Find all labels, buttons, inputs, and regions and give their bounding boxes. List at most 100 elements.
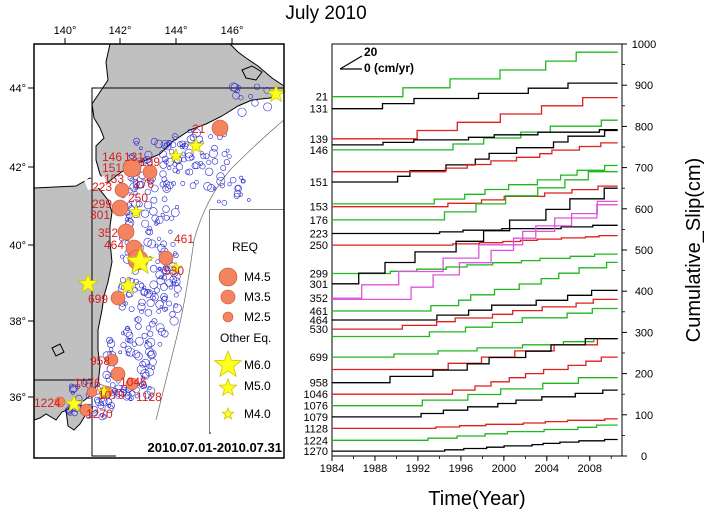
req-circle <box>142 164 158 180</box>
series-label: 146 <box>310 145 328 157</box>
small-earthquake-circle <box>223 159 230 166</box>
small-earthquake-circle <box>140 369 150 379</box>
small-earthquake-circle <box>235 185 241 191</box>
req-circle <box>105 353 119 367</box>
req-label: 250 <box>128 191 148 205</box>
small-earthquake-circle <box>120 342 127 349</box>
series-label: 151 <box>310 177 328 189</box>
legend-req-m25-label: M2.5 <box>244 310 271 324</box>
series-label: 1224 <box>304 435 328 447</box>
small-earthquake-circle <box>142 371 150 380</box>
small-earthquake-circle <box>171 281 176 286</box>
small-earthquake-circle <box>123 301 128 306</box>
small-earthquake-circle <box>172 251 178 256</box>
small-earthquake-circle <box>149 265 158 273</box>
small-earthquake-circle <box>148 395 153 400</box>
small-earthquake-circle <box>127 217 133 223</box>
req-circle <box>86 386 98 398</box>
tsugaru-strait-gap <box>84 176 108 190</box>
req-label: 146 <box>102 150 122 164</box>
small-earthquake-circle <box>146 325 152 331</box>
legend-star <box>221 406 235 420</box>
req-label: 131 <box>124 150 144 164</box>
slip-series-line <box>332 307 618 338</box>
legend-other-m5-label: M5.0 <box>244 379 271 393</box>
scale-bar-slope <box>339 55 363 70</box>
y-axis-title: Cumulative_Slip(cm) <box>683 158 705 343</box>
small-earthquake-circle <box>162 205 170 213</box>
small-earthquake-circle <box>118 350 122 355</box>
small-earthquake-circle <box>203 153 210 160</box>
lat-tick-label: 44° <box>9 83 26 95</box>
small-earthquake-circle <box>184 148 194 158</box>
legend-star <box>218 377 238 397</box>
kuril-trench-line <box>193 119 285 241</box>
small-earthquake-circle <box>161 269 168 275</box>
slip-series-line <box>332 438 618 452</box>
small-earthquake-circle <box>151 365 156 370</box>
small-earthquake-circle <box>206 159 212 165</box>
slip-series-line <box>332 261 618 312</box>
slip-series-line <box>332 142 618 173</box>
small-earthquake-circle <box>187 129 192 134</box>
small-earthquake-circle <box>166 300 172 307</box>
small-earthquake-circle <box>149 320 156 328</box>
small-earthquake-circle <box>145 347 154 357</box>
y-tick-label: 800 <box>635 121 653 133</box>
series-label: 1076 <box>304 401 328 413</box>
req-label: 301 <box>90 208 110 222</box>
req-label: 958 <box>90 354 110 368</box>
small-earthquake-circle <box>102 370 111 380</box>
small-earthquake-circle <box>184 152 194 162</box>
scale-bar-value: 20 <box>364 45 378 59</box>
small-earthquake-circle <box>143 390 151 399</box>
map-panel: 21 146 131 139 151 153 176 223 250 299 3… <box>9 25 286 459</box>
x-tick-label: 2000 <box>492 463 516 475</box>
small-earthquake-circle <box>173 292 179 298</box>
small-earthquake-circle <box>157 266 162 271</box>
legend-req-m45-label: M4.5 <box>244 270 271 284</box>
small-earthquake-circle <box>144 188 152 196</box>
legend-box <box>210 210 284 432</box>
small-earthquake-circle <box>133 137 140 145</box>
small-earthquake-circle <box>149 280 158 289</box>
x-axis-title: Time(Year) <box>428 488 525 510</box>
small-earthquake-circle <box>251 99 259 107</box>
small-earthquake-circle <box>133 191 138 196</box>
small-earthquake-circle <box>132 180 140 188</box>
series-label: 352 <box>310 293 328 305</box>
req-circle <box>79 403 93 417</box>
x-tick-label: 1992 <box>406 463 430 475</box>
slip-series-line <box>332 82 618 110</box>
small-earthquake-circle <box>147 290 152 295</box>
small-earthquake-circle <box>160 139 170 150</box>
small-earthquake-circle <box>124 325 131 332</box>
small-earthquake-circle <box>120 386 127 393</box>
small-earthquake-circle <box>163 159 169 165</box>
small-earthquake-circle <box>225 148 230 153</box>
small-earthquake-circle <box>208 149 218 159</box>
req-label: 21 <box>192 122 206 136</box>
small-earthquake-circle <box>169 275 178 284</box>
small-earthquake-circle <box>93 396 101 404</box>
small-earthquake-circle <box>151 184 159 193</box>
hokkaido-land <box>91 43 285 185</box>
series-label: 139 <box>310 134 328 146</box>
chart-plot-area <box>331 43 623 457</box>
small-earthquake-circle <box>134 394 139 399</box>
small-earthquake-circle <box>133 184 139 190</box>
small-earthquake-circle <box>146 337 156 347</box>
small-earthquake-circle <box>174 282 179 287</box>
small-earthquake-circle <box>220 164 227 171</box>
small-earthquake-circle <box>194 180 199 185</box>
x-tick-label: 1996 <box>449 463 473 475</box>
series-label: 1079 <box>304 412 328 424</box>
small-earthquake-circle <box>147 330 154 337</box>
y-tick-label: 400 <box>635 286 653 298</box>
small-earthquake-circle <box>263 102 272 112</box>
small-earthquake-circle <box>141 157 149 165</box>
small-earthquake-circle <box>235 88 240 94</box>
x-tick-label: 2004 <box>535 463 559 475</box>
slip-series-line <box>332 389 618 418</box>
lon-tick-label: 140° <box>54 25 77 37</box>
